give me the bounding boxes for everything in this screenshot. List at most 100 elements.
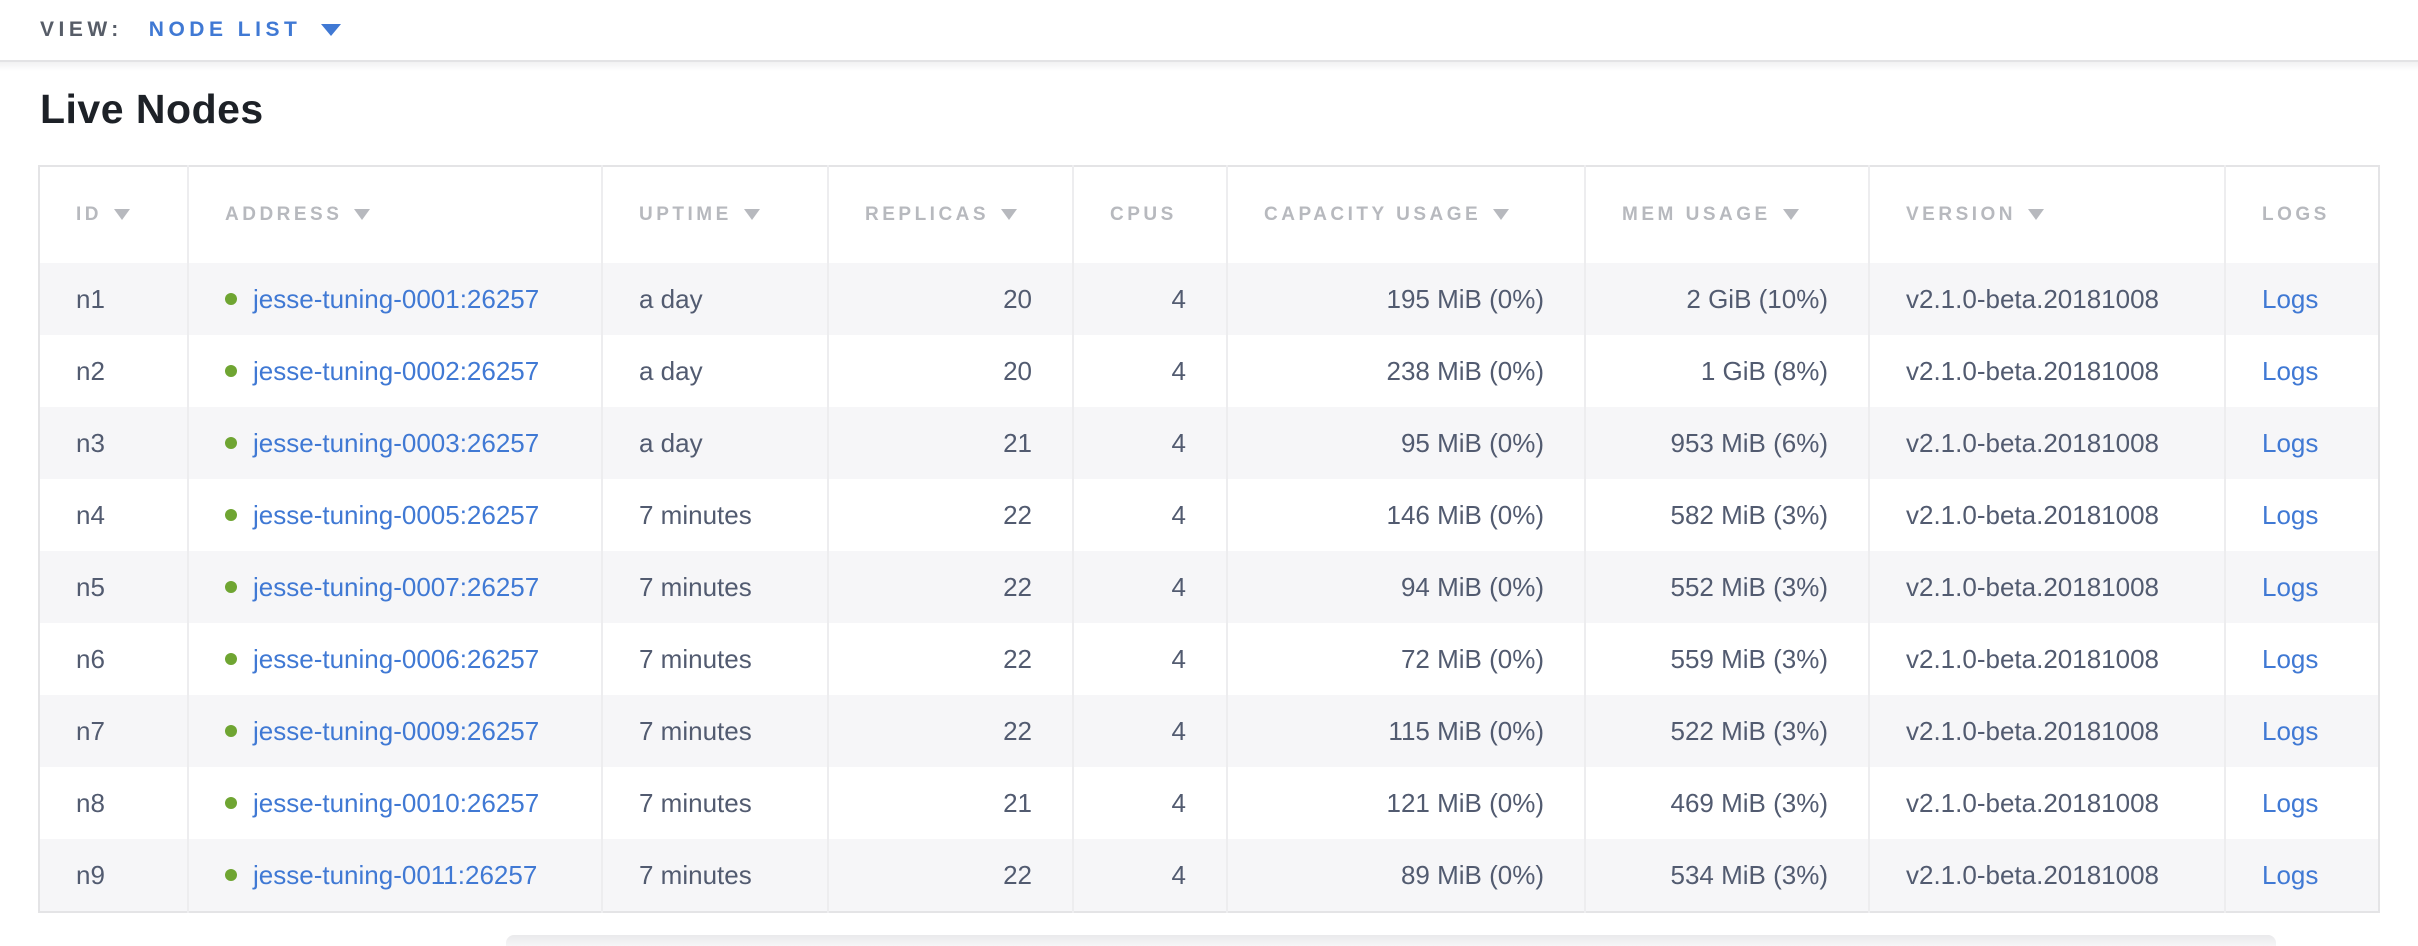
cell-id: n5 — [76, 571, 105, 602]
cell-address: jesse-tuning-0009:26257 — [187, 695, 602, 767]
view-selected-value: NODE LIST — [148, 18, 302, 41]
cell-capacity_usage: 89 MiB (0%) — [1226, 839, 1585, 912]
cell-logs: Logs — [2224, 479, 2379, 551]
cell-id: n4 — [76, 499, 105, 530]
node-address-link[interactable]: jesse-tuning-0009:26257 — [253, 715, 540, 746]
cell-logs: Logs — [2224, 695, 2379, 767]
cell-cpus: 4 — [1072, 263, 1227, 335]
node-live-status-icon — [225, 509, 237, 521]
cell-version: v2.1.0-beta.20181008 — [1868, 335, 2225, 407]
cell-address: jesse-tuning-0007:26257 — [187, 551, 602, 623]
node-live-status-icon — [225, 581, 237, 593]
cell-uptime: 7 minutes — [601, 695, 828, 767]
cell-mem_usage: 2 GiB (10%) — [1584, 263, 1869, 335]
sort-desc-icon — [354, 209, 371, 220]
logs-link[interactable]: Logs — [2262, 499, 2319, 530]
cell-mem_usage: 534 MiB (3%) — [1584, 839, 1869, 912]
column-header-address[interactable]: ADDRESS — [187, 166, 602, 263]
cell-replicas: 22 — [827, 695, 1073, 767]
node-address-link[interactable]: jesse-tuning-0010:26257 — [253, 787, 540, 818]
node-address-link[interactable]: jesse-tuning-0011:26257 — [253, 859, 538, 890]
column-header-version[interactable]: VERSION — [1868, 166, 2225, 263]
cell-logs: Logs — [2224, 767, 2379, 839]
cell-capacity_usage: 115 MiB (0%) — [1226, 695, 1585, 767]
logs-link[interactable]: Logs — [2262, 859, 2319, 890]
cell-mem_usage: 552 MiB (3%) — [1584, 551, 1869, 623]
cell-version: v2.1.0-beta.20181008 — [1868, 623, 2225, 695]
cell-uptime: 7 minutes — [601, 839, 828, 912]
column-header-label: CPUS — [1110, 204, 1177, 225]
cell-replicas: 20 — [827, 335, 1073, 407]
logs-link[interactable]: Logs — [2262, 787, 2319, 818]
column-header-id[interactable]: ID — [39, 166, 188, 263]
cell-cpus: 4 — [1072, 695, 1227, 767]
column-header-label: ADDRESS — [225, 204, 343, 225]
cluster-overview-content: Live Nodes ID ADDRESS UPTIME REPLICAS CPUS CA… — [0, 87, 2418, 913]
logs-link[interactable]: Logs — [2262, 283, 2319, 314]
column-header-uptime[interactable]: UPTIME — [601, 166, 828, 263]
page-title: Live Nodes — [40, 86, 264, 132]
cell-replicas: 22 — [827, 839, 1073, 912]
node-address-link[interactable]: jesse-tuning-0005:26257 — [253, 499, 540, 530]
sort-desc-icon — [114, 209, 130, 220]
cell-id: n8 — [76, 787, 105, 818]
column-header-capacity_usage[interactable]: CAPACITY USAGE — [1226, 166, 1585, 263]
cell-logs: Logs — [2224, 623, 2379, 695]
view-selector-dropdown[interactable]: NODE LIST — [149, 18, 342, 42]
cell-id: n7 — [76, 715, 105, 746]
node-address-link[interactable]: jesse-tuning-0003:26257 — [253, 427, 540, 458]
table-row: n9 jesse-tuning-0011:26257 7 minutes 22 4 89 … — [39, 839, 2379, 912]
logs-link[interactable]: Logs — [2262, 427, 2319, 458]
node-address-link[interactable]: jesse-tuning-0007:26257 — [253, 571, 540, 602]
cell-cpus: 4 — [1072, 551, 1227, 623]
cell-address: jesse-tuning-0006:26257 — [187, 623, 602, 695]
table-row: n8 jesse-tuning-0010:26257 7 minutes 21 4 121… — [39, 767, 2379, 839]
column-header-logs: LOGS — [2224, 166, 2379, 263]
cell-version: v2.1.0-beta.20181008 — [1868, 695, 2225, 767]
cell-version: v2.1.0-beta.20181008 — [1868, 839, 2225, 912]
cell-uptime: 7 minutes — [601, 767, 828, 839]
section-shadow — [506, 935, 2276, 946]
node-live-status-icon — [225, 725, 237, 737]
logs-link[interactable]: Logs — [2262, 571, 2319, 602]
cell-capacity_usage: 94 MiB (0%) — [1226, 551, 1585, 623]
column-header-mem_usage[interactable]: MEM USAGE — [1584, 166, 1869, 263]
node-address-link[interactable]: jesse-tuning-0002:26257 — [253, 355, 540, 386]
table-header-row: ID ADDRESS UPTIME REPLICAS CPUS CAPACITY USAG… — [39, 166, 2379, 263]
cell-address: jesse-tuning-0002:26257 — [187, 335, 602, 407]
cell-mem_usage: 522 MiB (3%) — [1584, 695, 1869, 767]
cell-cpus: 4 — [1072, 767, 1227, 839]
cell-logs: Logs — [2224, 407, 2379, 479]
cell-mem_usage: 953 MiB (6%) — [1584, 407, 1869, 479]
node-address-link[interactable]: jesse-tuning-0001:26257 — [253, 283, 540, 314]
column-header-replicas[interactable]: REPLICAS — [827, 166, 1073, 263]
logs-link[interactable]: Logs — [2262, 355, 2319, 386]
view-bar: VIEW: NODE LIST — [0, 0, 2418, 62]
table-row: n5 jesse-tuning-0007:26257 7 minutes 22 4 94 … — [39, 551, 2379, 623]
cell-capacity_usage: 72 MiB (0%) — [1226, 623, 1585, 695]
logs-link[interactable]: Logs — [2262, 715, 2319, 746]
cell-capacity_usage: 146 MiB (0%) — [1226, 479, 1585, 551]
cell-version: v2.1.0-beta.20181008 — [1868, 263, 2225, 335]
sort-desc-icon — [1782, 209, 1799, 220]
node-address-link[interactable]: jesse-tuning-0006:26257 — [253, 643, 540, 674]
cell-address: jesse-tuning-0005:26257 — [187, 479, 602, 551]
cell-cpus: 4 — [1072, 839, 1227, 912]
cell-mem_usage: 582 MiB (3%) — [1584, 479, 1869, 551]
cell-uptime: 7 minutes — [601, 479, 828, 551]
logs-link[interactable]: Logs — [2262, 643, 2319, 674]
column-header-label: ID — [76, 204, 102, 225]
cell-capacity_usage: 121 MiB (0%) — [1226, 767, 1585, 839]
cell-capacity_usage: 195 MiB (0%) — [1226, 263, 1585, 335]
cell-address: jesse-tuning-0010:26257 — [187, 767, 602, 839]
cell-mem_usage: 469 MiB (3%) — [1584, 767, 1869, 839]
cell-version: v2.1.0-beta.20181008 — [1868, 407, 2225, 479]
cell-uptime: 7 minutes — [601, 551, 828, 623]
table-row: n7 jesse-tuning-0009:26257 7 minutes 22 4 115… — [39, 695, 2379, 767]
live-nodes-table: ID ADDRESS UPTIME REPLICAS CPUS CAPACITY USAG… — [38, 165, 2380, 913]
cell-address: jesse-tuning-0001:26257 — [187, 263, 602, 335]
cell-id: n6 — [76, 643, 105, 674]
sort-desc-icon — [1493, 209, 1510, 220]
cell-id: n3 — [76, 427, 105, 458]
cell-id: n9 — [76, 859, 105, 890]
